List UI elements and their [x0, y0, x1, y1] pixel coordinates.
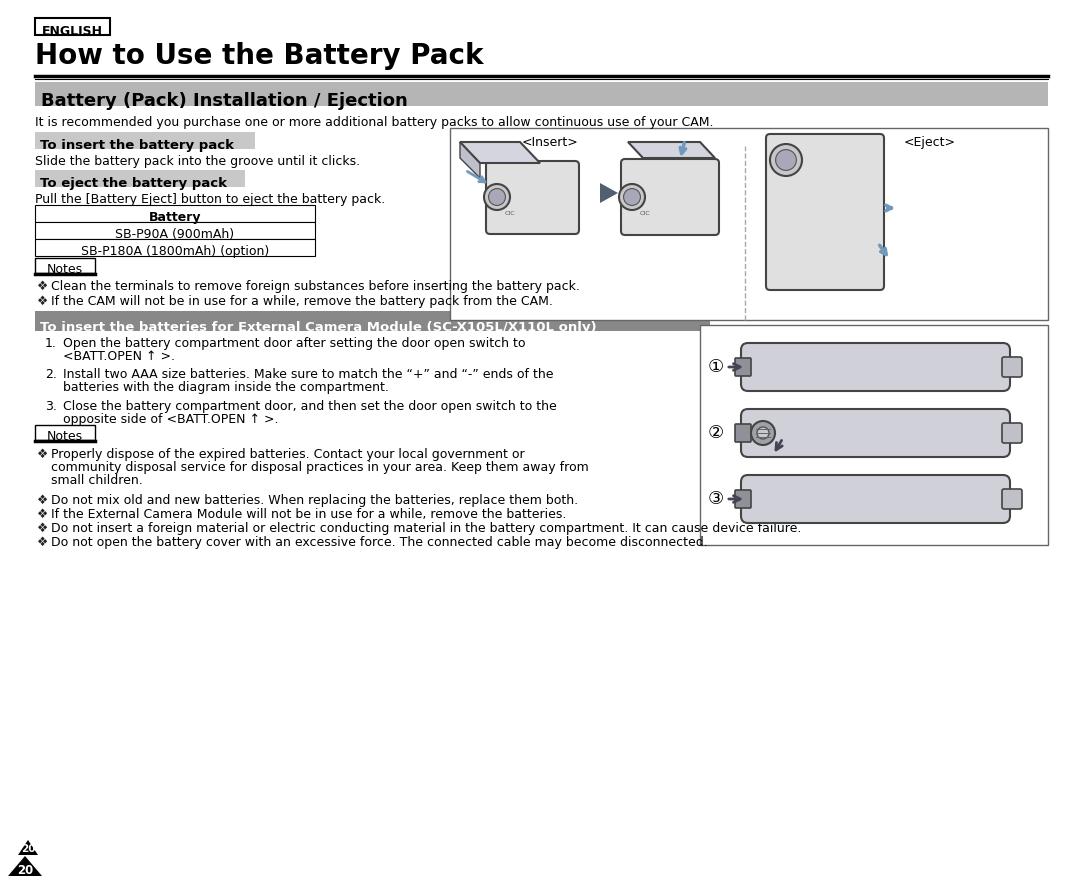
Circle shape — [757, 427, 769, 439]
Circle shape — [775, 150, 796, 171]
FancyBboxPatch shape — [766, 134, 885, 290]
Bar — [35, 311, 710, 331]
Bar — [35, 258, 95, 273]
Text: CIC: CIC — [504, 211, 515, 216]
Text: 3.: 3. — [45, 400, 57, 413]
FancyBboxPatch shape — [1002, 357, 1022, 377]
Circle shape — [623, 188, 640, 205]
Text: ②: ② — [708, 424, 724, 442]
Text: batteries with the diagram inside the compartment.: batteries with the diagram inside the co… — [63, 381, 389, 394]
Text: ❖: ❖ — [37, 448, 49, 461]
Text: ①: ① — [708, 358, 724, 376]
Text: ③: ③ — [708, 490, 724, 508]
Bar — [35, 239, 315, 256]
Polygon shape — [18, 840, 38, 855]
FancyBboxPatch shape — [486, 161, 579, 234]
FancyBboxPatch shape — [735, 490, 751, 508]
Circle shape — [484, 184, 510, 210]
Text: SB-P90A (900mAh): SB-P90A (900mAh) — [116, 228, 234, 240]
Bar — [700, 325, 1048, 545]
Text: Install two AAA size batteries. Make sure to match the “+” and “-” ends of the: Install two AAA size batteries. Make sur… — [63, 368, 554, 381]
Circle shape — [770, 144, 802, 176]
Text: ❖: ❖ — [37, 522, 49, 535]
Text: Close the battery compartment door, and then set the door open switch to the: Close the battery compartment door, and … — [63, 400, 557, 413]
Text: To eject the battery pack: To eject the battery pack — [40, 177, 227, 189]
Text: small children.: small children. — [51, 474, 143, 487]
Text: ❖: ❖ — [37, 280, 49, 293]
Text: community disposal service for disposal practices in your area. Keep them away f: community disposal service for disposal … — [51, 461, 589, 474]
Text: 1.: 1. — [45, 337, 57, 350]
Text: Battery (Pack) Installation / Ejection: Battery (Pack) Installation / Ejection — [41, 92, 408, 110]
Text: Do not insert a foreign material or electric conducting material in the battery : Do not insert a foreign material or elec… — [51, 522, 801, 535]
Text: Do not mix old and new batteries. When replacing the batteries, replace them bot: Do not mix old and new batteries. When r… — [51, 494, 578, 507]
Text: Notes: Notes — [46, 429, 83, 443]
Text: ENGLISH: ENGLISH — [41, 25, 103, 38]
Text: Properly dispose of the expired batteries. Contact your local government or: Properly dispose of the expired batterie… — [51, 448, 525, 461]
Text: Slide the battery pack into the groove until it clicks.: Slide the battery pack into the groove u… — [35, 155, 360, 168]
Text: ❖: ❖ — [37, 536, 49, 549]
Text: Notes: Notes — [46, 262, 83, 275]
Bar — [35, 205, 315, 222]
FancyBboxPatch shape — [741, 343, 1010, 391]
Bar — [35, 18, 110, 35]
Bar — [788, 176, 866, 264]
Text: <BATT.OPEN ↑ >.: <BATT.OPEN ↑ >. — [63, 350, 175, 363]
Bar — [35, 132, 255, 149]
Polygon shape — [8, 856, 42, 876]
Text: ❖: ❖ — [37, 494, 49, 507]
Circle shape — [488, 188, 505, 205]
Text: Open the battery compartment door after setting the door open switch to: Open the battery compartment door after … — [63, 337, 526, 350]
Text: Pull the [Battery Eject] button to eject the battery pack.: Pull the [Battery Eject] button to eject… — [35, 193, 386, 206]
Polygon shape — [460, 142, 540, 163]
Text: <Insert>: <Insert> — [522, 136, 579, 149]
Bar — [35, 82, 1048, 106]
Text: <Eject>: <Eject> — [904, 136, 956, 149]
FancyBboxPatch shape — [621, 159, 719, 235]
Text: To insert the batteries for External Camera Module (SC-X105L/X110L only): To insert the batteries for External Cam… — [40, 320, 596, 334]
Text: opposite side of <BATT.OPEN ↑ >.: opposite side of <BATT.OPEN ↑ >. — [63, 413, 279, 426]
Text: Battery: Battery — [149, 210, 201, 224]
FancyBboxPatch shape — [1002, 489, 1022, 509]
FancyBboxPatch shape — [735, 358, 751, 376]
Text: It is recommended you purchase one or more additional battery packs to allow con: It is recommended you purchase one or mo… — [35, 116, 714, 129]
Text: To insert the battery pack: To insert the battery pack — [40, 138, 234, 151]
Polygon shape — [460, 142, 480, 178]
Bar — [450, 128, 1048, 320]
Text: If the External Camera Module will not be in use for a while, remove the batteri: If the External Camera Module will not b… — [51, 508, 566, 521]
Text: CIC: CIC — [639, 211, 650, 216]
Text: 20: 20 — [17, 863, 33, 876]
FancyBboxPatch shape — [735, 424, 751, 442]
FancyBboxPatch shape — [741, 409, 1010, 457]
Text: Do not open the battery cover with an excessive force. The connected cable may b: Do not open the battery cover with an ex… — [51, 536, 707, 549]
Polygon shape — [600, 183, 618, 203]
Text: ❖: ❖ — [37, 508, 49, 521]
Text: If the CAM will not be in use for a while, remove the battery pack from the CAM.: If the CAM will not be in use for a whil… — [51, 295, 553, 308]
Text: How to Use the Battery Pack: How to Use the Battery Pack — [35, 42, 484, 70]
Text: Clean the terminals to remove foreign substances before inserting the battery pa: Clean the terminals to remove foreign su… — [51, 280, 580, 293]
Text: 2.: 2. — [45, 368, 57, 381]
Text: 20: 20 — [21, 844, 36, 854]
Circle shape — [619, 184, 645, 210]
Bar — [35, 425, 95, 440]
Bar — [35, 170, 245, 187]
Polygon shape — [627, 142, 715, 158]
Circle shape — [751, 421, 775, 445]
FancyBboxPatch shape — [1002, 423, 1022, 443]
Text: ❖: ❖ — [37, 295, 49, 308]
Bar — [35, 222, 315, 239]
FancyBboxPatch shape — [741, 475, 1010, 523]
Text: SB-P180A (1800mAh) (option): SB-P180A (1800mAh) (option) — [81, 245, 269, 258]
